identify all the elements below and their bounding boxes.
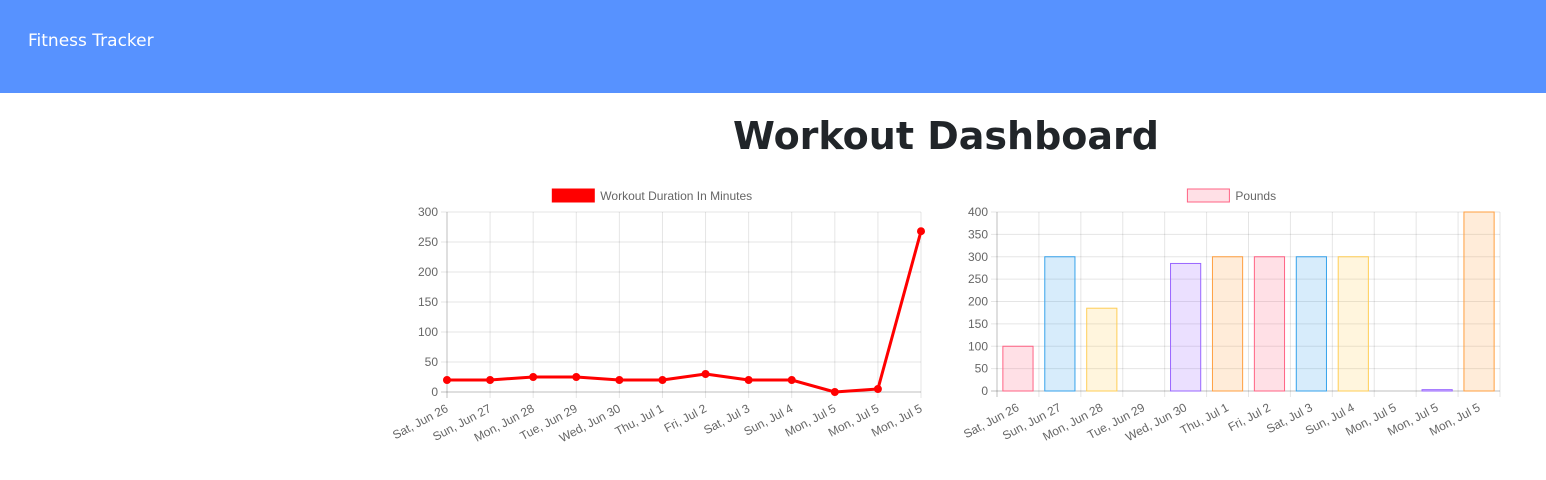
- y-tick-label: 200: [418, 265, 438, 279]
- duration-point: [744, 376, 753, 384]
- pounds-bar: [1337, 256, 1369, 392]
- duration-point: [443, 376, 451, 384]
- y-tick-label: 150: [968, 317, 988, 331]
- pounds-bar: [1463, 211, 1495, 392]
- duration-point: [787, 376, 796, 384]
- duration-point: [701, 370, 710, 378]
- x-tick-label: Thu, Jul 1: [1178, 400, 1231, 437]
- pounds-bar: [1170, 262, 1202, 392]
- legend-label: Workout Duration In Minutes: [600, 189, 752, 203]
- pounds-bar: [1253, 256, 1286, 392]
- navbar: Fitness Tracker: [0, 0, 1546, 93]
- y-tick-label: 100: [968, 339, 988, 353]
- legend-swatch: [1186, 188, 1230, 203]
- y-tick-label: 200: [968, 295, 988, 309]
- pounds-bar: [1295, 256, 1327, 392]
- y-tick-label: 350: [968, 227, 988, 241]
- pounds-bar: [1421, 389, 1453, 392]
- y-tick-label: 250: [418, 235, 438, 249]
- duration-line: [447, 230, 923, 394]
- y-tick-label: 50: [425, 355, 439, 369]
- pounds-bar: [1211, 256, 1244, 392]
- y-tick-label: 250: [968, 272, 988, 286]
- x-tick-label: Thu, Jul 1: [613, 401, 666, 438]
- legend-swatch: [551, 188, 595, 203]
- pounds-bar: [1002, 345, 1034, 392]
- pounds-bar: [1086, 307, 1118, 392]
- x-tick-label: Fri, Jul 2: [662, 401, 709, 435]
- duration-point: [873, 385, 882, 393]
- y-tick-label: 50: [975, 362, 989, 376]
- y-tick-label: 0: [981, 384, 988, 398]
- duration-point: [529, 373, 538, 381]
- duration-point: [572, 373, 581, 381]
- duration-point: [830, 388, 839, 396]
- pounds-bar: [1044, 256, 1076, 392]
- y-tick-label: 100: [418, 325, 438, 339]
- duration-point: [658, 376, 667, 384]
- legend-label: Pounds: [1235, 189, 1276, 203]
- duration-point: [917, 227, 925, 236]
- page-title: Workout Dashboard: [733, 114, 1159, 158]
- y-tick-label: 300: [968, 250, 988, 264]
- y-tick-label: 0: [431, 385, 438, 399]
- y-tick-label: 400: [968, 205, 988, 219]
- brand-link[interactable]: Fitness Tracker: [28, 31, 154, 51]
- duration-point: [615, 376, 624, 384]
- y-tick-label: 150: [418, 295, 438, 309]
- duration-point: [486, 376, 495, 384]
- y-tick-label: 300: [418, 205, 438, 219]
